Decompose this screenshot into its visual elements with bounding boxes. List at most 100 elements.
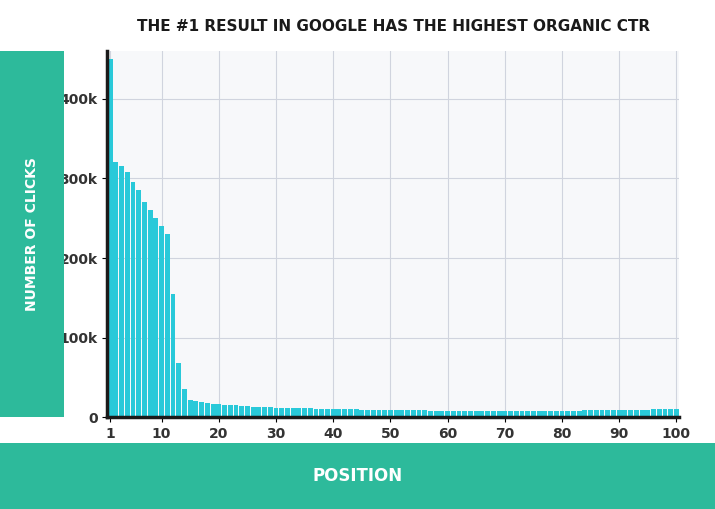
Bar xyxy=(342,409,347,417)
Bar xyxy=(257,407,261,417)
Bar xyxy=(388,410,393,417)
Bar xyxy=(114,162,118,417)
Bar xyxy=(434,411,438,417)
Bar xyxy=(554,411,558,417)
Bar xyxy=(360,410,364,417)
Bar xyxy=(497,411,501,417)
Bar xyxy=(440,411,444,417)
Bar xyxy=(411,410,415,417)
Bar xyxy=(417,410,421,417)
Bar xyxy=(583,410,587,417)
Bar xyxy=(119,166,124,417)
Bar xyxy=(457,411,461,417)
Bar xyxy=(560,411,564,417)
Bar xyxy=(222,405,227,417)
Bar xyxy=(423,410,427,417)
Bar xyxy=(571,411,576,417)
Bar xyxy=(588,410,593,417)
Bar xyxy=(463,411,467,417)
Bar xyxy=(543,411,547,417)
Bar xyxy=(137,190,141,417)
Bar xyxy=(365,410,370,417)
Bar xyxy=(634,410,638,417)
Bar xyxy=(297,408,301,417)
Bar xyxy=(194,402,198,417)
Bar xyxy=(280,408,284,417)
Bar xyxy=(537,411,541,417)
Bar xyxy=(514,411,518,417)
Bar xyxy=(383,410,387,417)
Bar xyxy=(651,410,656,417)
Bar xyxy=(262,407,267,417)
Bar xyxy=(594,410,598,417)
Bar xyxy=(308,408,312,417)
Bar xyxy=(154,218,158,417)
Bar xyxy=(142,202,147,417)
Bar xyxy=(131,182,135,417)
Bar xyxy=(400,410,404,417)
Bar xyxy=(480,411,484,417)
Bar xyxy=(205,403,209,417)
Bar xyxy=(617,410,621,417)
Bar xyxy=(531,411,536,417)
Bar xyxy=(240,406,244,417)
Bar xyxy=(611,410,616,417)
Bar xyxy=(606,410,610,417)
Bar xyxy=(377,410,381,417)
Bar xyxy=(526,411,530,417)
Bar xyxy=(445,411,450,417)
Text: NUMBER OF CLICKS: NUMBER OF CLICKS xyxy=(25,157,39,311)
Bar xyxy=(302,408,307,417)
Bar xyxy=(657,409,661,417)
Bar xyxy=(405,410,410,417)
Bar xyxy=(177,363,181,417)
Bar xyxy=(211,404,215,417)
Bar xyxy=(468,411,473,417)
Bar xyxy=(646,410,650,417)
Bar xyxy=(394,410,398,417)
Bar xyxy=(548,411,553,417)
Bar xyxy=(125,172,129,417)
Bar xyxy=(640,410,644,417)
Bar xyxy=(503,411,507,417)
Bar xyxy=(234,406,238,417)
Bar xyxy=(314,409,318,417)
Bar xyxy=(325,409,330,417)
Title: THE #1 RESULT IN GOOGLE HAS THE HIGHEST ORGANIC CTR: THE #1 RESULT IN GOOGLE HAS THE HIGHEST … xyxy=(137,19,650,35)
Bar xyxy=(228,405,232,417)
Bar xyxy=(669,409,673,417)
Bar xyxy=(566,411,570,417)
Bar xyxy=(268,407,272,417)
Bar xyxy=(474,411,478,417)
Bar xyxy=(108,59,112,417)
Bar xyxy=(337,409,341,417)
Bar xyxy=(285,408,290,417)
Bar xyxy=(577,411,581,417)
Bar xyxy=(348,409,352,417)
Bar xyxy=(182,389,187,417)
Bar xyxy=(199,402,204,417)
Bar xyxy=(188,400,192,417)
Bar xyxy=(148,210,152,417)
Bar xyxy=(251,407,255,417)
Bar xyxy=(354,410,358,417)
Bar xyxy=(371,410,375,417)
Bar xyxy=(491,411,495,417)
Bar xyxy=(331,409,335,417)
Bar xyxy=(485,411,490,417)
Bar xyxy=(274,408,278,417)
Bar xyxy=(508,411,513,417)
Bar xyxy=(674,409,679,417)
Bar xyxy=(623,410,627,417)
Bar xyxy=(159,226,164,417)
Bar xyxy=(451,411,455,417)
Bar xyxy=(165,234,169,417)
Bar xyxy=(600,410,604,417)
Bar xyxy=(320,409,324,417)
Bar xyxy=(663,409,667,417)
Bar xyxy=(520,411,524,417)
Text: POSITION: POSITION xyxy=(312,467,403,485)
Bar xyxy=(245,406,250,417)
Bar xyxy=(291,408,295,417)
Bar xyxy=(428,411,433,417)
